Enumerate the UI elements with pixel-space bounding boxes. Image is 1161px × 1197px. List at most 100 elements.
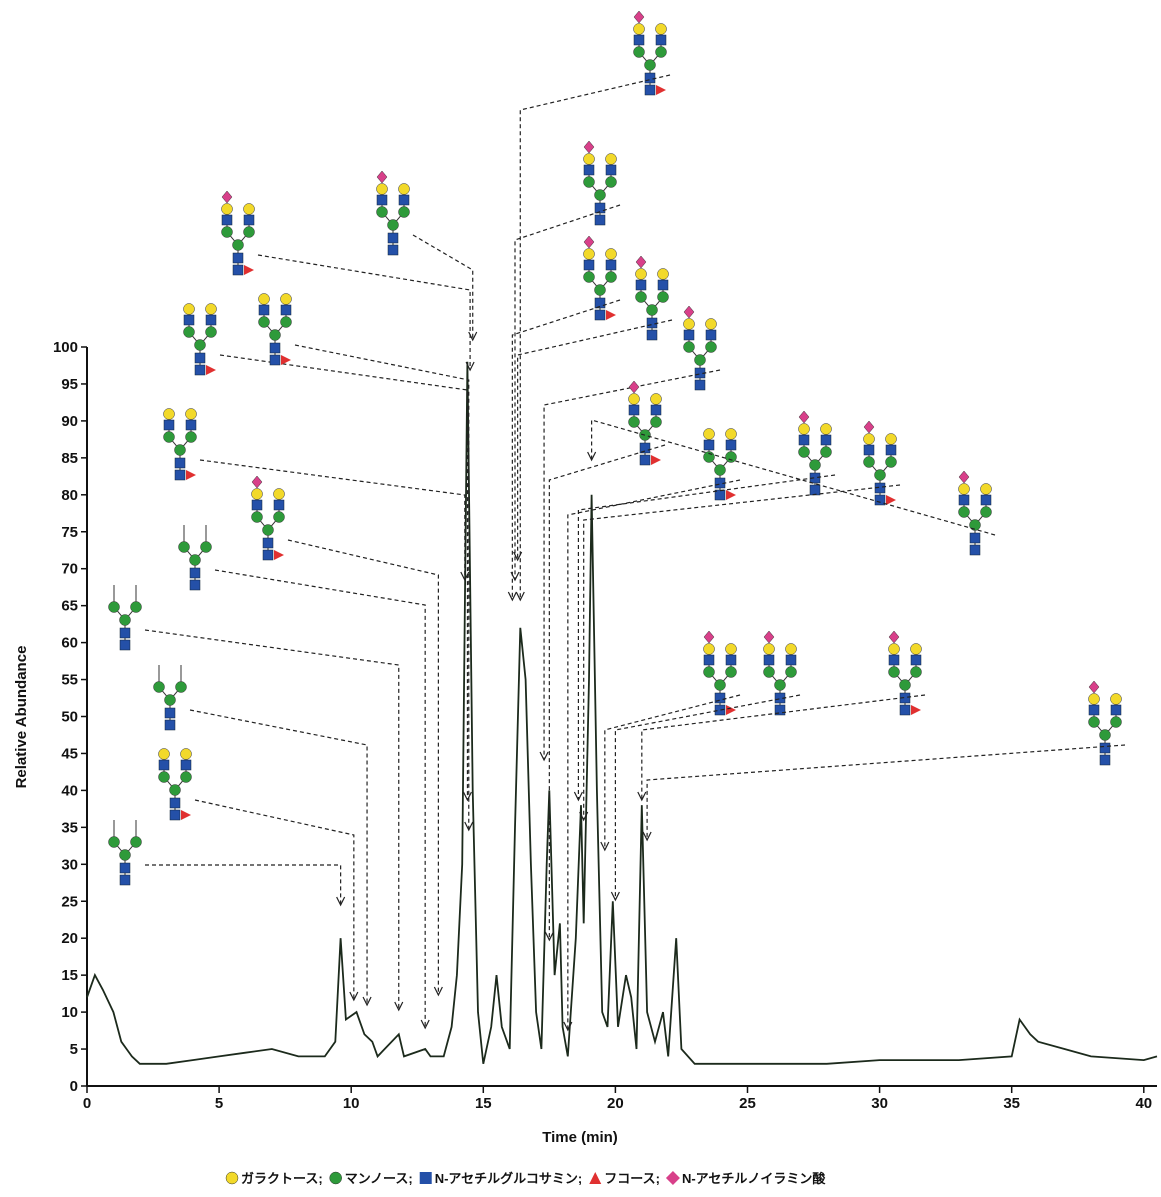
annotation-arrow <box>614 694 801 900</box>
mannose <box>633 46 645 58</box>
annotation-arrow <box>577 474 836 800</box>
y-tick-label: 55 <box>61 672 78 689</box>
mannose <box>119 849 131 861</box>
glcnac <box>657 279 669 291</box>
y-axis-label: Relative Abundance <box>13 646 30 789</box>
glcnac <box>646 329 658 341</box>
annotation-arrow <box>519 74 671 600</box>
galactose <box>657 268 669 280</box>
mannose <box>899 679 911 691</box>
x-tick-label: 40 <box>1135 1095 1152 1112</box>
y-tick-label: 45 <box>61 745 78 762</box>
glcnac <box>605 164 617 176</box>
sialic-acid <box>958 470 970 484</box>
mannose <box>774 679 786 691</box>
fucose <box>281 355 291 365</box>
arrow-head <box>507 591 517 602</box>
y-tick-label: 25 <box>61 893 78 910</box>
glcnac <box>644 72 656 84</box>
glcnac <box>899 692 911 704</box>
glcnac <box>644 84 656 96</box>
annotation-arrow <box>514 204 621 580</box>
galactose <box>655 23 667 35</box>
glcnac <box>119 874 131 886</box>
glcnac <box>809 484 821 496</box>
mannose <box>714 464 726 476</box>
glcnac <box>169 797 181 809</box>
glcnac <box>280 304 292 316</box>
glcnac <box>958 494 970 506</box>
mannose <box>798 446 810 458</box>
arrow-head <box>468 331 478 342</box>
mannose <box>583 271 595 283</box>
mannose <box>200 541 212 553</box>
glcnac <box>185 419 197 431</box>
glcnac <box>980 494 992 506</box>
glcnac <box>774 704 786 716</box>
glycan-icon <box>683 305 717 391</box>
y-tick-label: 30 <box>61 856 78 873</box>
galactose <box>725 428 737 440</box>
mannose <box>258 316 270 328</box>
glcnac <box>703 439 715 451</box>
glcnac <box>1099 754 1111 766</box>
galactose <box>635 268 647 280</box>
sialic-acid <box>1088 680 1100 694</box>
glcnac <box>1088 704 1100 716</box>
glycan-icon <box>251 475 285 561</box>
mannose <box>1088 716 1100 728</box>
galactose <box>583 248 595 260</box>
glycan-icon <box>258 293 292 366</box>
mannose <box>169 784 181 796</box>
glcnac <box>874 494 886 506</box>
sialic-acid <box>583 235 595 249</box>
glycan-icon <box>863 420 897 506</box>
annotation-arrow <box>257 254 471 370</box>
galactose <box>863 433 875 445</box>
y-tick-label: 65 <box>61 598 78 615</box>
mannose <box>158 771 170 783</box>
glcnac <box>269 342 281 354</box>
glcnac <box>705 329 717 341</box>
glycan-icon <box>1088 680 1122 766</box>
annotation-arrow <box>583 484 901 820</box>
glycan-icon <box>108 585 142 651</box>
glcnac <box>164 719 176 731</box>
x-tick-label: 0 <box>83 1095 91 1112</box>
mannose <box>183 326 195 338</box>
glycan-icon <box>628 380 662 466</box>
galactose <box>251 488 263 500</box>
arrow-head <box>573 791 583 802</box>
glcnac <box>639 442 651 454</box>
glcnac <box>763 654 775 666</box>
glycan-icon <box>763 630 797 716</box>
glycan-icon <box>583 235 617 321</box>
mannose <box>108 601 120 613</box>
mannose <box>232 239 244 251</box>
glycan-icon <box>703 630 737 716</box>
galactose <box>1110 693 1122 705</box>
sialic-acid <box>583 140 595 154</box>
glycan-icon <box>153 665 187 731</box>
mannose <box>694 354 706 366</box>
fucose <box>651 455 661 465</box>
annotation-arrow <box>144 629 400 1010</box>
glcnac <box>888 654 900 666</box>
sialic-acid <box>628 380 640 394</box>
glcnac <box>119 639 131 651</box>
glcnac <box>683 329 695 341</box>
annotation-arrow <box>189 709 368 1005</box>
mannose <box>725 666 737 678</box>
legend-swatch <box>419 1172 432 1184</box>
mannose <box>130 836 142 848</box>
mannose <box>605 271 617 283</box>
arrow-head <box>349 991 359 1002</box>
legend-swatch <box>589 1172 602 1184</box>
glcnac <box>273 499 285 511</box>
glcnac <box>874 482 886 494</box>
glcnac <box>583 259 595 271</box>
glcnac <box>398 194 410 206</box>
glcnac <box>387 232 399 244</box>
mannose <box>785 666 797 678</box>
